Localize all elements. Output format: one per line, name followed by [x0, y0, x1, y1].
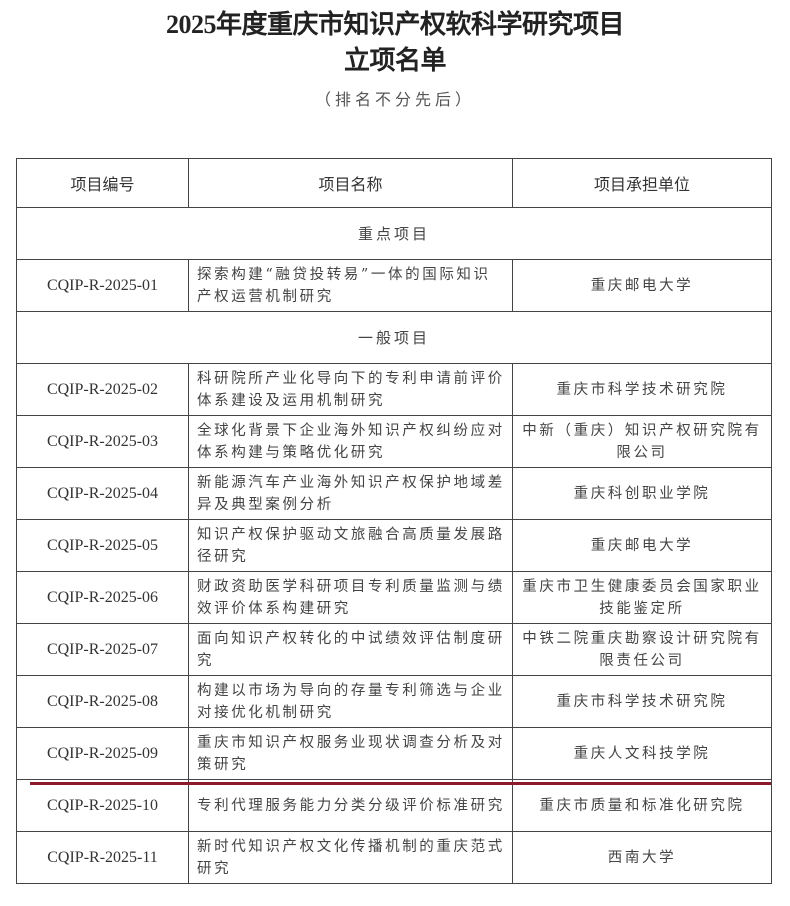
project-code: CQIP-R-2025-11 [16, 831, 189, 884]
table-row: CQIP-R-2025-05 知识产权保护驱动文旅融合高质量发展路径研究 重庆邮电大… [16, 519, 772, 572]
project-name: 重庆市知识产权服务业现状调查分析及对策研究 [188, 727, 513, 780]
project-code: CQIP-R-2025-02 [16, 363, 189, 416]
project-unit: 重庆人文科技学院 [512, 727, 772, 780]
project-unit: 重庆邮电大学 [512, 259, 772, 312]
table-row: CQIP-R-2025-01 探索构建“融贷投转易”一体的国际知识产权运营机制研究… [16, 259, 772, 312]
document-title: 2025年度重庆市知识产权软科学研究项目 [165, 10, 625, 39]
table-row: CQIP-R-2025-09 重庆市知识产权服务业现状调查分析及对策研究 重庆人文科… [16, 727, 772, 780]
project-name: 科研院所产业化导向下的专利申请前评价体系建设及运用机制研究 [188, 363, 513, 416]
document-title-line2: 立项名单 [343, 46, 447, 75]
project-unit: 重庆科创职业学院 [512, 467, 772, 520]
project-name: 全球化背景下企业海外知识产权纠纷应对体系构建与策略优化研究 [188, 415, 513, 468]
project-code: CQIP-R-2025-08 [16, 675, 189, 728]
header-name: 项目名称 [188, 158, 513, 208]
project-code: CQIP-R-2025-03 [16, 415, 189, 468]
project-code: CQIP-R-2025-04 [16, 467, 189, 520]
header-code: 项目编号 [16, 158, 189, 208]
project-unit: 重庆市科学技术研究院 [512, 363, 772, 416]
project-code: CQIP-R-2025-07 [16, 623, 189, 676]
project-name: 专利代理服务能力分类分级评价标准研究 [188, 779, 513, 832]
section-row: 重点项目 [16, 207, 772, 260]
project-name: 新时代知识产权文化传播机制的重庆范式研究 [188, 831, 513, 884]
project-name: 探索构建“融贷投转易”一体的国际知识产权运营机制研究 [188, 259, 513, 312]
table-row: CQIP-R-2025-06 财政资助医学科研项目专利质量监测与绩效评价体系构建研… [16, 571, 772, 624]
section-label: 重点项目 [16, 207, 772, 260]
project-code: CQIP-R-2025-10 [16, 779, 189, 832]
project-code: CQIP-R-2025-06 [16, 571, 189, 624]
project-name: 新能源汽车产业海外知识产权保护地域差异及典型案例分析 [188, 467, 513, 520]
table-header-row: 项目编号 项目名称 项目承担单位 [16, 158, 772, 208]
annotation-underline [30, 782, 771, 785]
project-unit: 西南大学 [512, 831, 772, 884]
project-code: CQIP-R-2025-01 [16, 259, 189, 312]
table-row: CQIP-R-2025-07 面向知识产权转化的中试绩效评估制度研究 中铁二院重庆勘… [16, 623, 772, 676]
project-unit: 重庆市卫生健康委员会国家职业技能鉴定所 [512, 571, 772, 624]
section-row: 一般项目 [16, 311, 772, 364]
project-unit: 重庆市质量和标准化研究院 [512, 779, 772, 832]
project-unit: 重庆市科学技术研究院 [512, 675, 772, 728]
project-unit: 重庆邮电大学 [512, 519, 772, 572]
project-code: CQIP-R-2025-05 [16, 519, 189, 572]
table-row: CQIP-R-2025-04 新能源汽车产业海外知识产权保护地域差异及典型案例分析… [16, 467, 772, 520]
document-subtitle: （排名不分先后） [314, 90, 475, 109]
table-row: CQIP-R-2025-11 新时代知识产权文化传播机制的重庆范式研究 西南大学 [16, 831, 772, 884]
project-unit: 中新（重庆）知识产权研究院有限公司 [512, 415, 772, 468]
section-label: 一般项目 [16, 311, 772, 364]
project-code: CQIP-R-2025-09 [16, 727, 189, 780]
project-name: 知识产权保护驱动文旅融合高质量发展路径研究 [188, 519, 513, 572]
table-row: CQIP-R-2025-03 全球化背景下企业海外知识产权纠纷应对体系构建与策略优… [16, 415, 772, 468]
table-row: CQIP-R-2025-08 构建以市场为导向的存量专利筛选与企业对接优化机制研究… [16, 675, 772, 728]
project-unit: 中铁二院重庆勘察设计研究院有限责任公司 [512, 623, 772, 676]
project-name: 面向知识产权转化的中试绩效评估制度研究 [188, 623, 513, 676]
header-unit: 项目承担单位 [512, 158, 772, 208]
table-row: CQIP-R-2025-10 专利代理服务能力分类分级评价标准研究 重庆市质量和标准… [16, 779, 772, 832]
table-row: CQIP-R-2025-02 科研院所产业化导向下的专利申请前评价体系建设及运用机… [16, 363, 772, 416]
project-name: 构建以市场为导向的存量专利筛选与企业对接优化机制研究 [188, 675, 513, 728]
project-list-table: 项目编号 项目名称 项目承担单位 重点项目 CQIP-R-2025-01 探索构建“… [16, 158, 772, 884]
project-name: 财政资助医学科研项目专利质量监测与绩效评价体系构建研究 [188, 571, 513, 624]
